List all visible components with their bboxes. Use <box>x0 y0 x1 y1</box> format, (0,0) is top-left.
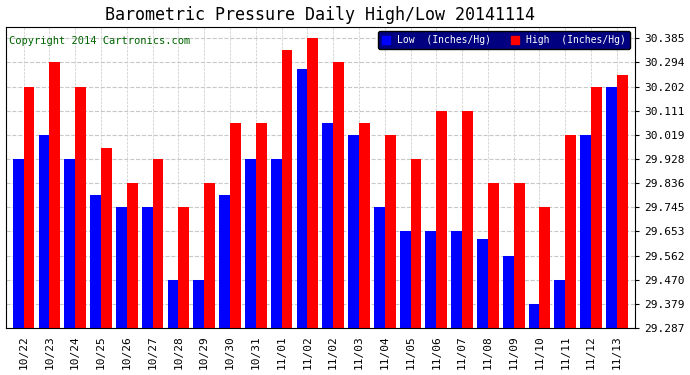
Bar <box>529 304 540 328</box>
Bar <box>193 280 204 328</box>
Bar <box>617 75 628 328</box>
Bar <box>385 135 395 328</box>
Bar <box>540 207 551 328</box>
Bar <box>580 135 591 328</box>
Title: Barometric Pressure Daily High/Low 20141114: Barometric Pressure Daily High/Low 20141… <box>106 6 535 24</box>
Bar <box>50 62 60 328</box>
Bar <box>348 135 359 328</box>
Bar <box>411 159 422 328</box>
Bar <box>503 255 513 328</box>
Bar <box>513 183 524 328</box>
Bar <box>13 159 23 328</box>
Bar <box>116 207 127 328</box>
Bar <box>270 159 282 328</box>
Bar <box>436 111 447 328</box>
Bar <box>90 195 101 328</box>
Bar <box>256 123 266 328</box>
Bar <box>606 87 617 328</box>
Bar <box>219 195 230 328</box>
Bar <box>297 69 307 328</box>
Bar <box>359 123 370 328</box>
Bar <box>282 50 293 328</box>
Bar <box>245 159 256 328</box>
Bar <box>39 135 50 328</box>
Bar <box>168 280 179 328</box>
Bar <box>477 239 488 328</box>
Text: Copyright 2014 Cartronics.com: Copyright 2014 Cartronics.com <box>9 36 190 45</box>
Bar <box>333 62 344 328</box>
Bar <box>307 38 318 328</box>
Bar <box>591 87 602 328</box>
Bar <box>488 183 499 328</box>
Bar <box>426 231 436 328</box>
Bar <box>230 123 241 328</box>
Bar <box>462 111 473 328</box>
Bar <box>204 183 215 328</box>
Bar <box>75 87 86 328</box>
Bar <box>322 123 333 328</box>
Bar <box>565 135 576 328</box>
Bar <box>101 148 112 328</box>
Bar <box>127 183 137 328</box>
Bar <box>555 280 565 328</box>
Bar <box>152 159 164 328</box>
Bar <box>141 207 152 328</box>
Bar <box>23 87 34 328</box>
Bar <box>374 207 385 328</box>
Legend: Low  (Inches/Hg), High  (Inches/Hg): Low (Inches/Hg), High (Inches/Hg) <box>378 32 630 49</box>
Bar <box>179 207 189 328</box>
Bar <box>451 231 462 328</box>
Bar <box>64 159 75 328</box>
Bar <box>400 231 411 328</box>
